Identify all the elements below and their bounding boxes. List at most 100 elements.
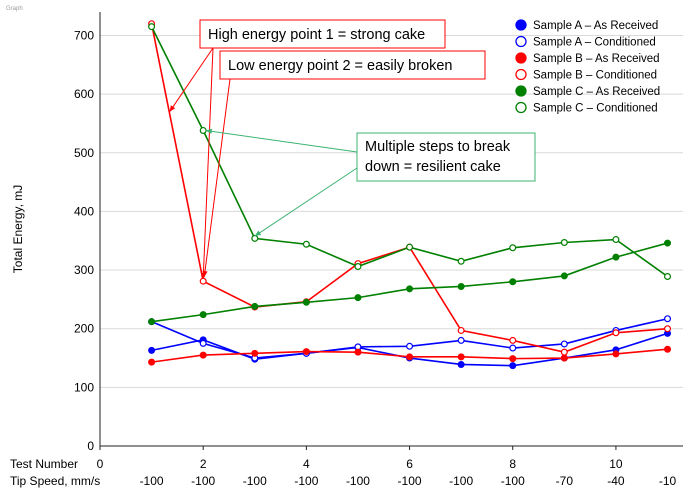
y-tick-label-300: 300: [74, 263, 94, 277]
legend-marker-2: [515, 35, 527, 48]
annotation-3-text: Multiple steps to break: [365, 139, 511, 155]
tip-speed-tick-6: -100: [398, 474, 422, 488]
tip-speed-tick-4: -100: [294, 474, 318, 488]
y-tick-label-0: 0: [87, 439, 94, 453]
legend-marker-5: [515, 85, 527, 97]
legend: Sample A – As Received Sample A – Conditi…: [515, 19, 660, 115]
tip-speed-tick-11: -10: [659, 474, 677, 488]
y-axis-title: Total Energy, mJ: [11, 185, 25, 273]
annotation-3: Multiple steps to break down = resilient …: [205, 128, 536, 237]
point-s4-11: [664, 325, 672, 333]
point-s3-9: [560, 354, 568, 362]
x-tick-labels: 0 2 4 6 8 10 -100 -100 -100 -100 -100 -100 -100 -100 -…: [97, 457, 677, 488]
annotation-3-arrow-2: [254, 167, 358, 237]
y-tick-label-200: 200: [74, 322, 94, 336]
y-tick-label-400: 400: [74, 204, 94, 218]
point-s5-2: [199, 311, 207, 319]
annotation-2-arrow-1: [203, 78, 231, 278]
point-s3-1: [148, 358, 156, 366]
legend-item-4: Sample B – Conditioned: [515, 68, 657, 82]
point-s5-10: [612, 253, 620, 261]
point-s5-3: [251, 302, 259, 310]
point-s6-6: [406, 243, 414, 251]
test-number-tick-0: 0: [97, 457, 104, 471]
annotation-1-arrow-2: [202, 47, 214, 279]
point-s6-5: [354, 263, 362, 271]
annotations-layer: High energy point 1 = strong cake Low ene…: [169, 19, 536, 279]
annotation-1-arrowhead-1: [169, 105, 176, 112]
series-line-5: [151, 242, 668, 323]
point-s5-4: [302, 298, 310, 306]
series-5: [148, 239, 672, 326]
annotation-1-box: [199, 19, 446, 49]
point-s3-10: [612, 350, 620, 358]
point-s5-8: [509, 278, 517, 286]
legend-marker-6: [515, 101, 527, 114]
legend-marker-4: [515, 68, 527, 81]
legend-label-3: Sample B – As Received: [533, 53, 660, 65]
annotation-1-arrow-1: [169, 47, 214, 112]
tip-speed-tick-2: -100: [191, 474, 215, 488]
annotation-3-arrowhead-1: [205, 128, 213, 134]
series-6: [148, 23, 672, 281]
point-s2-6: [406, 342, 414, 350]
tip-speed-tick-10: -40: [607, 474, 625, 488]
annotation-2-text: Low energy point 2 = easily broken: [228, 58, 453, 74]
tip-speed-tick-1: -100: [140, 474, 164, 488]
point-s6-11: [664, 273, 672, 281]
point-s3-7: [457, 353, 465, 361]
point-s6-4: [302, 240, 310, 248]
point-s1-7: [457, 360, 465, 368]
annotation-2: Low energy point 2 = easily broken: [202, 50, 486, 278]
point-s2-8: [509, 344, 517, 352]
axes: [99, 12, 683, 450]
y-tick-labels: 0 100 200 300 400 500 600 700: [74, 28, 94, 453]
legend-label-4: Sample B – Conditioned: [533, 70, 657, 82]
point-s6-3: [251, 234, 259, 242]
point-s2-7: [457, 336, 465, 344]
point-s6-2: [199, 126, 207, 134]
y-tick-label-500: 500: [74, 146, 94, 160]
annotation-1-text: High energy point 1 = strong cake: [208, 27, 425, 43]
point-s5-6: [406, 285, 414, 293]
point-s1-8: [509, 362, 517, 370]
point-s5-9: [560, 272, 568, 280]
gridlines: [100, 34, 683, 388]
tip-speed-tick-8: -100: [501, 474, 525, 488]
point-s3-5: [354, 348, 362, 356]
point-s4-10: [612, 329, 620, 337]
legend-label-2: Sample A – Conditioned: [533, 37, 656, 49]
point-s6-1: [148, 23, 156, 31]
point-s3-4: [302, 348, 310, 356]
point-s6-9: [560, 238, 568, 246]
tip-speed-tick-5: -100: [346, 474, 370, 488]
graph-corner-label: Graph: [6, 6, 23, 12]
legend-label-5: Sample C – As Received: [533, 86, 660, 98]
annotation-2-box: [219, 50, 486, 80]
annotation-2-arrowhead-1: [202, 270, 208, 278]
point-s4-9: [560, 348, 568, 356]
series-line-2: [151, 317, 668, 359]
test-number-tick-8: 8: [509, 457, 516, 471]
point-s3-3: [251, 349, 259, 357]
point-s5-7: [457, 282, 465, 290]
annotation-3-arrowhead-2: [254, 230, 262, 237]
point-s3-6: [406, 353, 414, 361]
y-tick-label-100: 100: [74, 380, 94, 394]
test-number-tick-4: 4: [303, 457, 310, 471]
point-s5-1: [148, 318, 156, 326]
legend-item-6: Sample C – Conditioned: [515, 101, 658, 115]
legend-marker-3: [515, 52, 527, 64]
legend-item-5: Sample C – As Received: [515, 85, 660, 98]
annotation-3-box: [356, 132, 536, 182]
point-s5-11: [664, 239, 672, 247]
point-s2-11: [664, 315, 672, 323]
point-s4-7: [457, 326, 465, 334]
legend-label-6: Sample C – Conditioned: [533, 103, 658, 115]
point-s3-8: [509, 355, 517, 363]
test-number-tick-2: 2: [200, 457, 207, 471]
point-s2-2: [199, 339, 207, 347]
point-s4-8: [509, 336, 517, 344]
point-s6-7: [457, 257, 465, 265]
